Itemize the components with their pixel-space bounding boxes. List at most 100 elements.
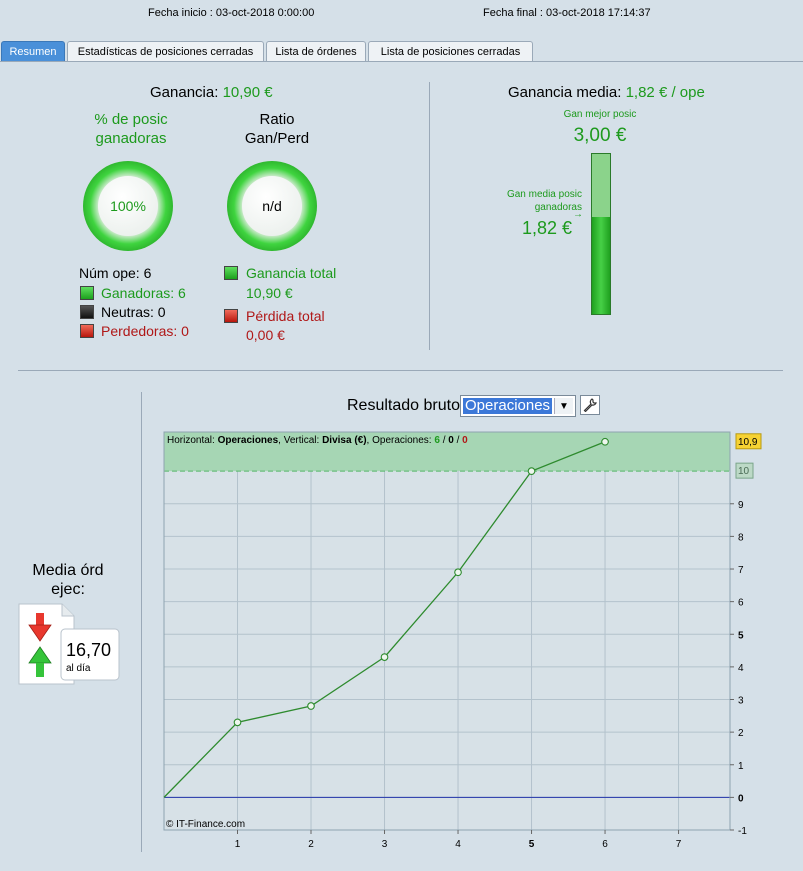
chart-header-o: , Operaciones: [367, 435, 435, 446]
chart-title: Resultado bruto [347, 397, 460, 414]
media-posic-label-line1: Gan media posic [506, 189, 582, 200]
chart-header-n2: 0 [448, 435, 454, 446]
chart-x-tick-label: 1 [235, 839, 241, 850]
chart-y-tick-label: 6 [738, 598, 744, 609]
ganancia-total-value: 10,90 € [246, 285, 293, 301]
media-posic-label: Gan media posic ganadoras [476, 188, 582, 214]
top-bar: Fecha inicio : 03-oct-2018 0:00:00 Fecha… [0, 0, 803, 26]
chart-point [307, 702, 315, 710]
chart-header-n1: 6 [434, 435, 440, 446]
chart-credit: © IT-Finance.com [166, 819, 245, 830]
chart-plot-border [163, 431, 731, 831]
perdedoras-label: Perdedoras: 0 [101, 323, 189, 339]
media-ordenes-line1: Media órd [32, 562, 104, 579]
chart-highlight-band [164, 432, 730, 472]
tab-divider [0, 61, 803, 62]
ratio-title: Ratio Gan/Perd [222, 110, 332, 148]
ganancia-total-label: Ganancia total [246, 265, 337, 281]
pct-value: 100% [110, 198, 146, 214]
media-ordenes-line2: ejec: [51, 581, 85, 598]
mejor-posic-label: Gan mejor posic [563, 109, 637, 120]
section-divider-horizontal [18, 370, 783, 371]
chart-header-sep2: / [454, 435, 462, 446]
chart-point [601, 437, 609, 446]
chart-threshold-marker-label: 10 [738, 466, 750, 477]
neutras-swatch [80, 305, 94, 319]
resultado-bruto-chart: 1 2 3 4 5 6 7 -1 0 1 2 3 4 5 6 7 8 9 10,9 10 Horizontal: … [163, 431, 762, 850]
arrow-up-green-icon [28, 646, 52, 677]
mejor-posic-value: 3,00 € [573, 125, 627, 146]
ganancia-media-label: Ganancia media: [508, 84, 622, 101]
chart-point [380, 653, 389, 661]
pct-ganadoras-gauge: 100% [83, 161, 173, 251]
chart-y-tick-label: 1 [738, 761, 744, 772]
chart-x-tick-label: 4 [455, 839, 461, 850]
ganancia-heading: Ganancia: 10,90 € [150, 84, 273, 101]
arrow-down-red-icon [28, 613, 52, 642]
ganancia-value: 10,90 € [222, 84, 273, 101]
chevron-down-icon[interactable]: ▼ [554, 398, 573, 414]
chart-grid [164, 432, 730, 831]
arrow-right-icon: → [573, 209, 583, 220]
chart-header-sep1: / [440, 435, 448, 446]
perdedoras-swatch [80, 324, 94, 338]
media-ordenes-card [18, 603, 120, 685]
ratio-value: n/d [262, 198, 282, 214]
fecha-inicio: Fecha inicio : 03-oct-2018 0:00:00 [148, 7, 315, 19]
chart-header-v: , Vertical: [278, 435, 322, 446]
chart-point [454, 568, 462, 577]
tab-resumen[interactable]: Resumen [1, 41, 65, 61]
chart-x-tick-label: 6 [602, 839, 608, 850]
chart-header-h: Horizontal: [167, 435, 218, 446]
pct-title-line2: ganadoras [95, 130, 167, 147]
chart-x-tick-label: 5 [529, 839, 535, 850]
chart-header-v-val: Divisa (€) [322, 435, 366, 446]
chart-header-h-val: Operaciones [218, 435, 279, 446]
perdida-total-label: Pérdida total [246, 308, 325, 324]
media-ordenes-value: 16,70 [66, 640, 112, 660]
tab-estadisticas[interactable]: Estadísticas de posiciones cerradas [67, 41, 264, 61]
media-ordenes-unit: al día [66, 663, 91, 674]
num-ope: Núm ope: 6 [79, 265, 152, 281]
chart-header-n3: 0 [462, 435, 468, 446]
chart-y-tick-label: -1 [738, 826, 747, 837]
chart-y-tick-label: 9 [738, 500, 744, 511]
wrench-icon[interactable] [580, 395, 600, 415]
perdida-total-value: 0,00 € [246, 327, 285, 343]
chart-max-marker-box [735, 433, 762, 450]
chart-type-selected: Operaciones [463, 397, 553, 414]
chart-type-select[interactable]: Operaciones ▼ [460, 395, 576, 417]
chart-y-tick-label: 2 [738, 728, 744, 739]
section-divider-vertical [429, 82, 430, 350]
chart-x-tick-label: 2 [308, 839, 314, 850]
chart-point [233, 718, 242, 727]
ganancia-label: Ganancia: [150, 84, 219, 101]
ganancia-media-value: 1,82 € / ope [625, 84, 705, 101]
chart-y-tick-label: 7 [738, 565, 744, 576]
ganancia-media-bar [591, 153, 611, 315]
ganancia-total-swatch [224, 266, 238, 280]
chart-y-tick-label: 0 [738, 793, 744, 804]
chart-y-tick-label: 8 [738, 532, 744, 543]
tab-lista-ordenes[interactable]: Lista de órdenes [266, 41, 366, 61]
ratio-title-line1: Ratio [259, 111, 295, 128]
pct-title: % de posic ganadoras [76, 110, 186, 148]
ganadoras-label: Ganadoras: 6 [101, 285, 186, 301]
chart-x-tick-label: 3 [382, 839, 388, 850]
chart-y-tick-label: 4 [738, 663, 744, 674]
perdida-total-swatch [224, 309, 238, 323]
chart-max-marker-label: 10,9 [738, 437, 758, 448]
ganadoras-swatch [80, 286, 94, 300]
media-posic-label-line2: ganadoras [534, 202, 582, 213]
chart-plot-area [164, 432, 730, 830]
pct-title-line1: % de posic [94, 111, 168, 128]
chart-y-tick-label: 5 [738, 630, 744, 641]
tab-lista-posiciones[interactable]: Lista de posiciones cerradas [368, 41, 533, 61]
ganancia-media-heading: Ganancia media: 1,82 € / ope [508, 84, 705, 101]
chart-section-divider [141, 392, 142, 852]
chart-threshold-marker-box [735, 462, 754, 479]
ratio-gauge: n/d [227, 161, 317, 251]
media-ordenes-title: Media órd ejec: [18, 561, 118, 599]
ratio-title-line2: Gan/Perd [244, 130, 310, 147]
neutras-label: Neutras: 0 [101, 304, 166, 320]
